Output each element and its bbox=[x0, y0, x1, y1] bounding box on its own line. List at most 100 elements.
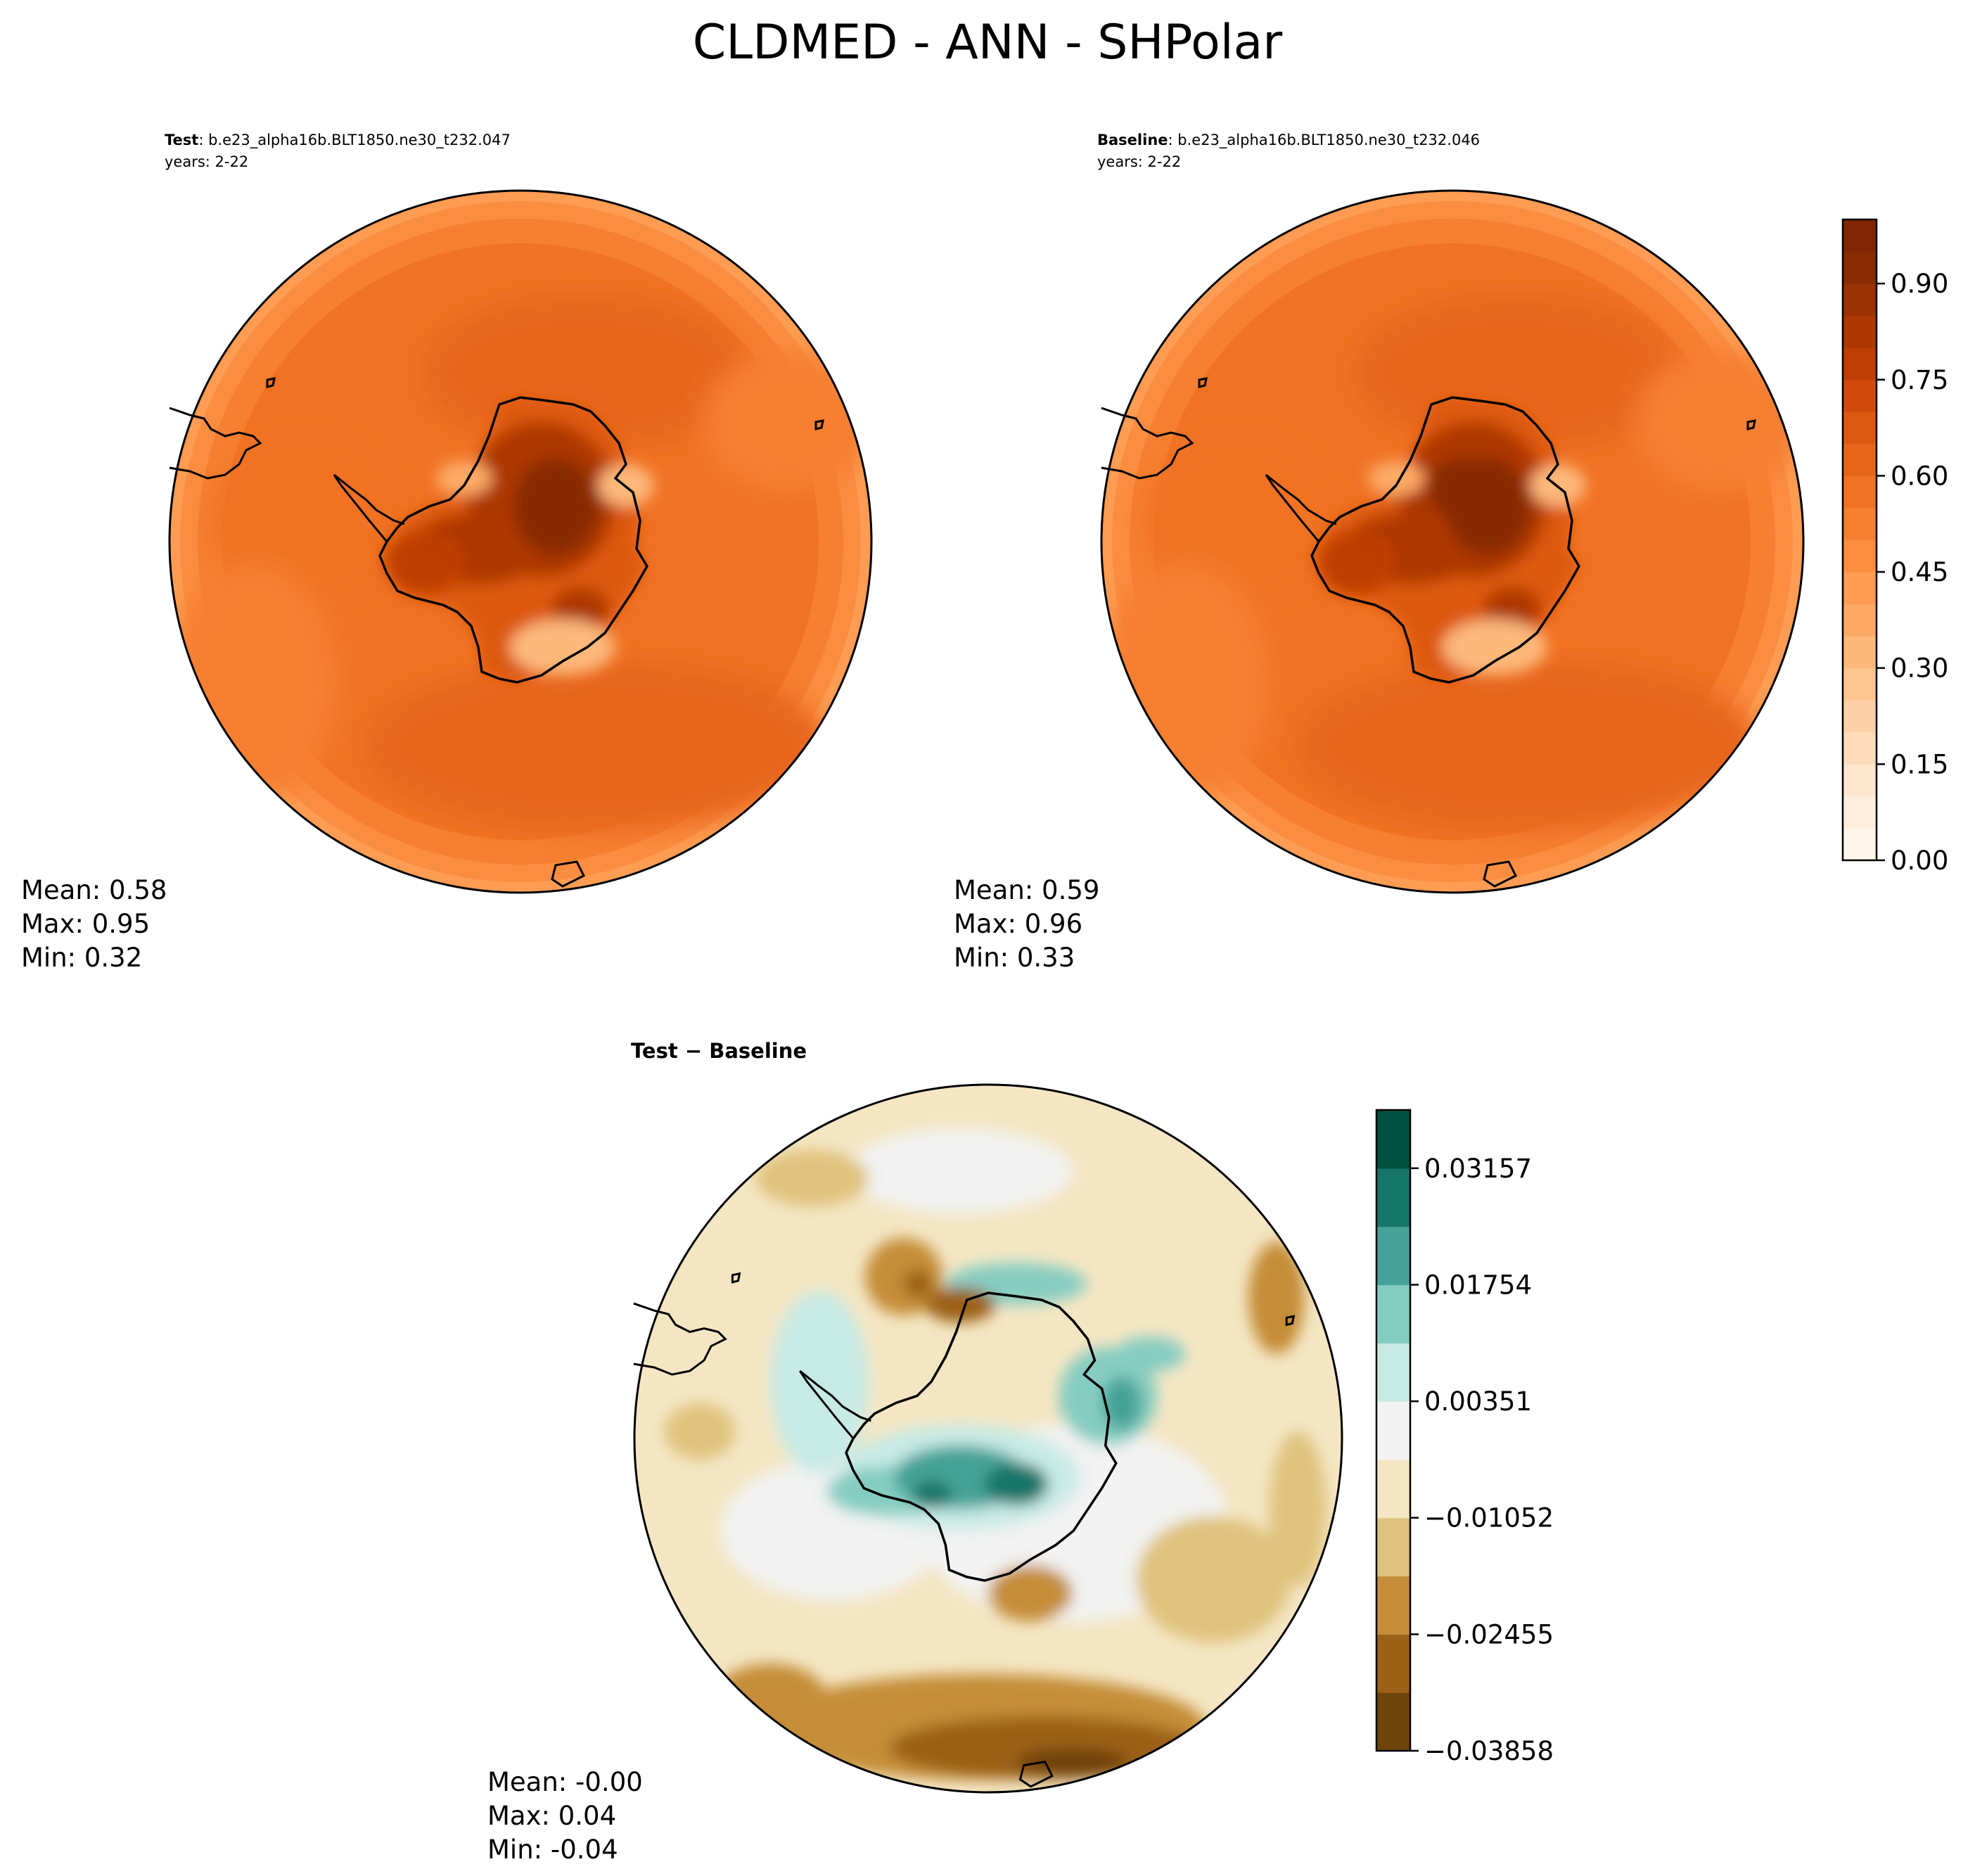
colorbar-tick-label: 0.15 bbox=[1891, 749, 1948, 779]
test-mean: Mean: 0.58 bbox=[21, 875, 167, 905]
field-blob bbox=[552, 587, 608, 630]
colorbar-segment bbox=[1376, 1517, 1410, 1577]
colorbar-segment bbox=[1843, 251, 1877, 284]
baseline-subtitle: Baseline: b.e23_alpha16b.BLT1850.ne30_t2… bbox=[1097, 132, 1480, 149]
island-coast bbox=[1018, 1760, 1054, 1788]
test-max: Max: 0.95 bbox=[21, 909, 150, 939]
baseline-map-boundary bbox=[1100, 189, 1805, 894]
colorbar-tick-label: 0.90 bbox=[1891, 269, 1948, 299]
colorbar-tick-label: 0.01754 bbox=[1424, 1270, 1532, 1300]
colorbar-segment bbox=[1843, 796, 1877, 829]
colorbar-segment bbox=[1843, 411, 1877, 445]
field-blob bbox=[211, 436, 408, 605]
test-cloud-field bbox=[170, 191, 871, 893]
field-blob bbox=[1143, 436, 1340, 605]
field-blob bbox=[366, 661, 830, 830]
peninsula-coast bbox=[333, 473, 405, 542]
continent-field bbox=[1312, 397, 1586, 682]
field-blob bbox=[513, 457, 598, 556]
top-colorbar: 0.00 0.15 0.30 0.45 0.60 0.75 0.90 bbox=[1841, 218, 1948, 876]
colorbar-segment bbox=[1843, 828, 1877, 861]
colorbar-segment bbox=[1843, 379, 1877, 412]
colorbar-segment bbox=[1843, 732, 1877, 765]
colorbar-segment bbox=[1843, 572, 1877, 605]
diff-mean: Mean: -0.00 bbox=[487, 1767, 643, 1797]
colorbar-segment bbox=[1376, 1576, 1410, 1635]
baseline-stats: Mean: 0.59 Max: 0.96 Min: 0.33 bbox=[954, 875, 1099, 973]
island-coast bbox=[266, 377, 276, 388]
field-blob bbox=[988, 1565, 1073, 1621]
colorbar-tick-label: 0.60 bbox=[1891, 461, 1948, 491]
field-blob bbox=[665, 1403, 735, 1460]
colorbar-tick-label: 0.03157 bbox=[1424, 1154, 1532, 1184]
colorbar-segment bbox=[1843, 764, 1877, 797]
colorbar-segment bbox=[1376, 1459, 1410, 1519]
colorbar-segment bbox=[1843, 315, 1877, 348]
field-blob bbox=[1115, 1336, 1185, 1372]
colorbar-segment bbox=[1843, 443, 1877, 476]
field-blob bbox=[510, 619, 615, 675]
diff-map-boundary bbox=[633, 1083, 1343, 1794]
field-blob bbox=[904, 1270, 932, 1298]
diff-min: Min: -0.04 bbox=[487, 1834, 618, 1865]
field-blob bbox=[1248, 1242, 1305, 1354]
colorbar-segment bbox=[1843, 219, 1877, 253]
colorbar-segment bbox=[1843, 700, 1877, 733]
baseline-min: Min: 0.33 bbox=[954, 943, 1075, 973]
colorbar-segment bbox=[1843, 636, 1877, 669]
baseline-map bbox=[1100, 189, 1805, 894]
diff-blobs bbox=[665, 1129, 1326, 1780]
island-coast bbox=[731, 1272, 741, 1284]
test-min: Min: 0.32 bbox=[21, 943, 142, 973]
colorbar-segment bbox=[1376, 1226, 1410, 1286]
field-blob bbox=[912, 1481, 952, 1509]
field-blob bbox=[703, 352, 871, 492]
field-blob bbox=[170, 563, 338, 802]
field-blob bbox=[1368, 461, 1424, 496]
colorbar-segment bbox=[1843, 604, 1877, 637]
diff-stats: Mean: -0.00 Max: 0.04 Min: -0.04 bbox=[487, 1767, 643, 1865]
field-blob bbox=[436, 461, 492, 496]
island-coast bbox=[1285, 1315, 1296, 1327]
test-label-bold: Test bbox=[165, 132, 198, 148]
colorbar-tick-label: 0.45 bbox=[1891, 557, 1948, 587]
colorbar-segment bbox=[1843, 507, 1877, 541]
diff-title: Test − Baseline bbox=[631, 1039, 807, 1063]
island-coast bbox=[1746, 419, 1756, 430]
field-blob bbox=[1101, 563, 1270, 802]
colorbar-segment bbox=[1843, 476, 1877, 509]
island-coast bbox=[1483, 860, 1518, 888]
field-blob bbox=[1442, 619, 1547, 675]
colorbar-segment bbox=[1376, 1634, 1410, 1693]
peninsula-coast bbox=[1265, 473, 1337, 542]
field-blob bbox=[1319, 531, 1396, 594]
diff-colorbar: 0.03157 0.01754 0.00351 −0.01052 −0.02455 −0.… bbox=[1375, 1109, 1554, 1766]
island-coast bbox=[551, 860, 586, 888]
test-label-rest: : b.e23_alpha16b.BLT1850.ne30_t232.047 bbox=[198, 132, 511, 149]
field-blob bbox=[1102, 1377, 1142, 1430]
colorbar-frame bbox=[1375, 1109, 1412, 1752]
test-years: years: 2-22 bbox=[165, 153, 248, 170]
field-blob bbox=[387, 531, 464, 594]
antarctica-coast bbox=[1310, 396, 1581, 684]
island-coast bbox=[814, 419, 824, 430]
colorbar-segment bbox=[1376, 1401, 1410, 1460]
field-blob bbox=[1298, 661, 1762, 830]
baseline-coastlines bbox=[1101, 377, 1756, 888]
baseline-max: Max: 0.96 bbox=[954, 909, 1082, 939]
antarctica-coast bbox=[378, 396, 649, 684]
field-blob bbox=[770, 1291, 869, 1474]
colorbar-tick-label: −0.03858 bbox=[1424, 1736, 1554, 1766]
baseline-years: years: 2-22 bbox=[1097, 153, 1181, 170]
south-america-coast bbox=[1101, 407, 1194, 480]
field-blob bbox=[714, 1664, 826, 1734]
baseline-cloud-field bbox=[1101, 191, 1803, 893]
antarctica-coast bbox=[845, 1291, 1118, 1582]
field-blob bbox=[1270, 1431, 1326, 1586]
diff-field bbox=[634, 1085, 1342, 1792]
colorbar-segment bbox=[1376, 1692, 1410, 1751]
island-coast bbox=[1198, 377, 1208, 388]
colorbar-tick-label: −0.02455 bbox=[1424, 1619, 1554, 1650]
field-blob bbox=[1635, 352, 1803, 492]
